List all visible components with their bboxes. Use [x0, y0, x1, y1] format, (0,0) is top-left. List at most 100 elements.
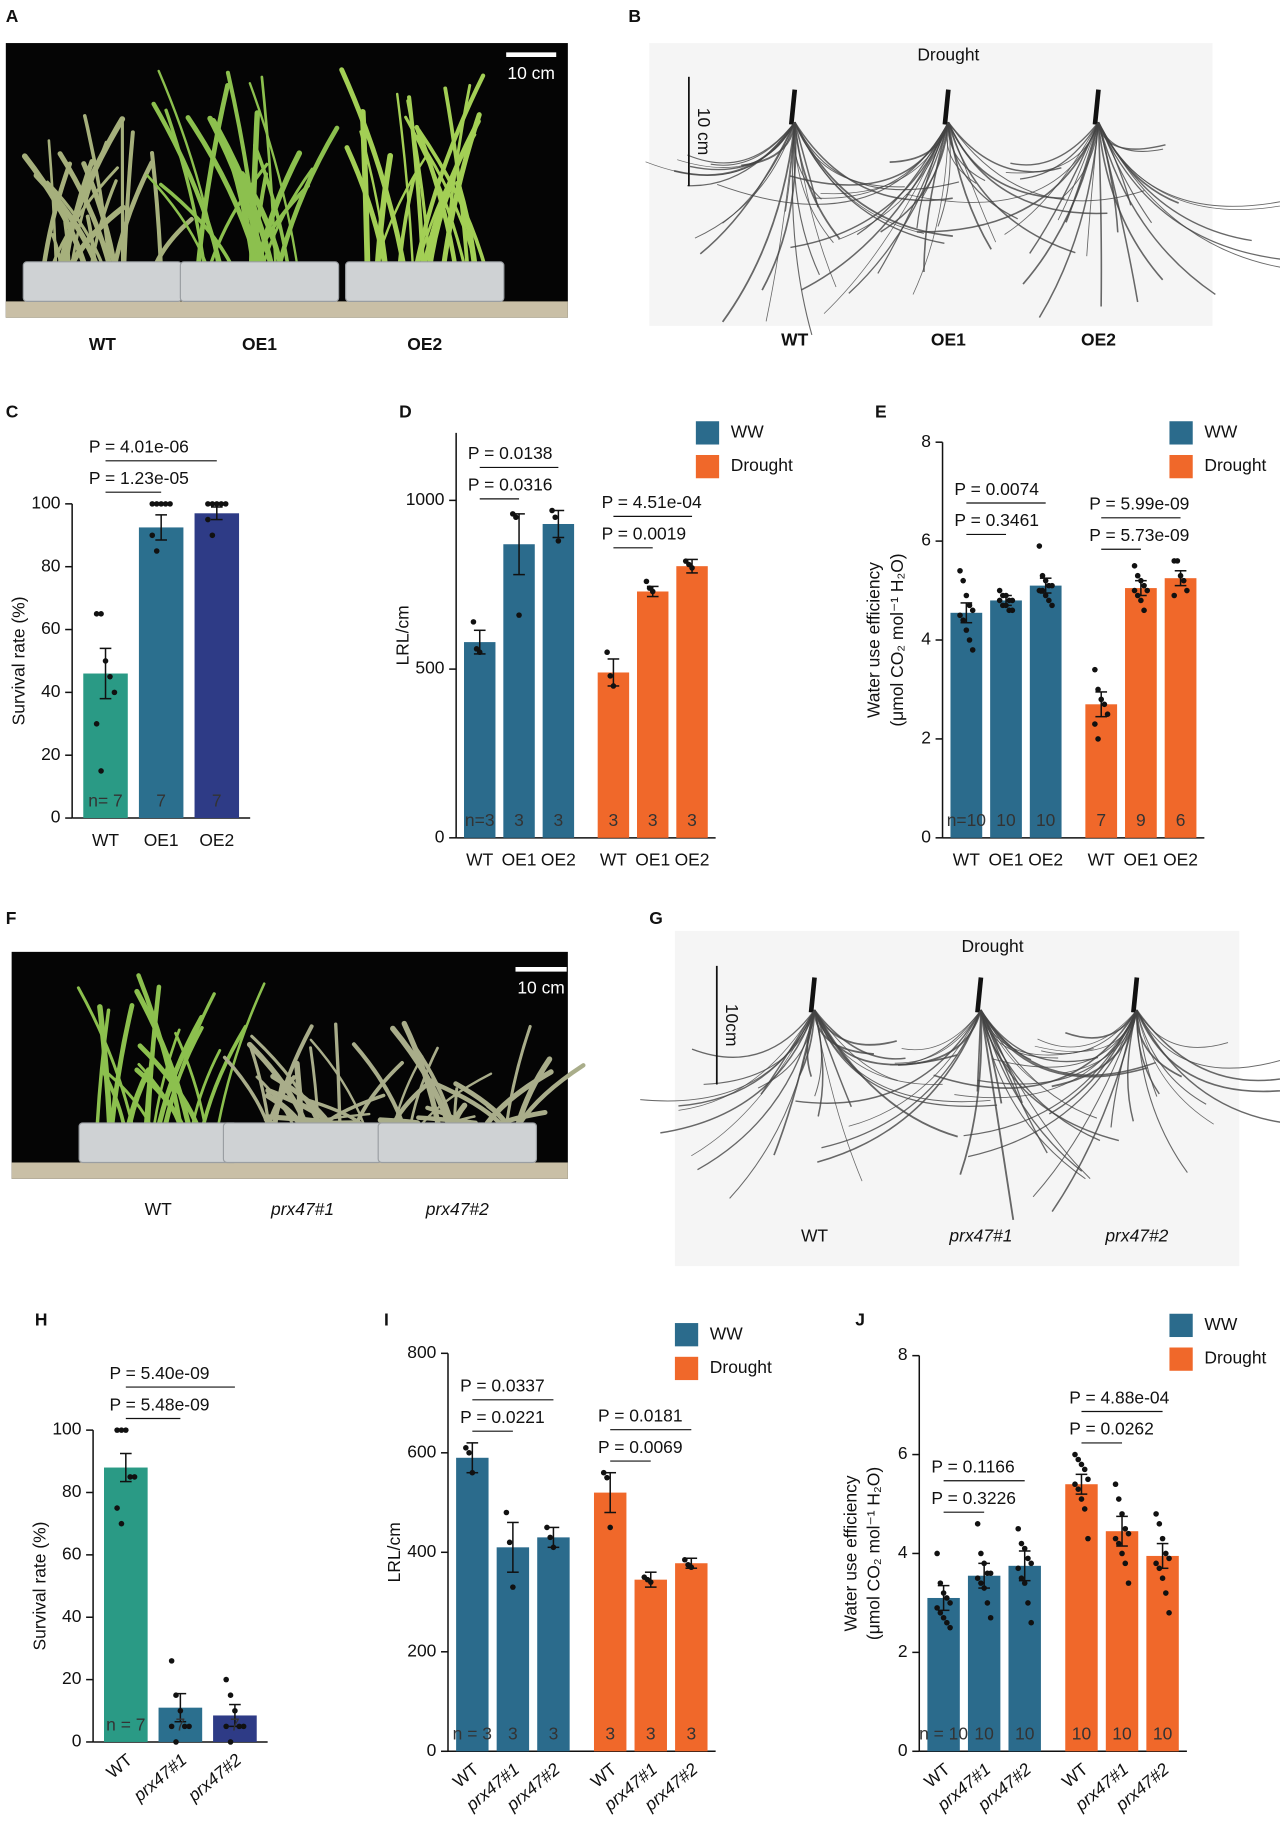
- y-tick-label: 8: [921, 431, 931, 451]
- data-point: [158, 501, 164, 507]
- data-point: [223, 1676, 229, 1683]
- data-point: [1104, 711, 1111, 717]
- data-point: [547, 1534, 553, 1541]
- data-point: [940, 1614, 947, 1621]
- plant-leaf: [58, 116, 126, 265]
- x-tick-label: WT: [102, 1749, 136, 1782]
- root: [933, 1009, 1138, 1089]
- data-point: [974, 1575, 981, 1581]
- data-point: [1092, 666, 1098, 673]
- n-label: 10: [1036, 810, 1056, 830]
- plant-leaf: [409, 1046, 439, 1125]
- plant-leaf: [431, 1080, 502, 1126]
- photo-background: [649, 43, 1213, 326]
- data-point: [209, 532, 216, 539]
- root: [697, 1009, 816, 1171]
- panel-letter: E: [875, 402, 887, 422]
- plant-leaf: [145, 173, 207, 264]
- y-tick-label: 20: [62, 1668, 82, 1688]
- root: [678, 1009, 816, 1107]
- data-point: [1081, 1506, 1088, 1512]
- root: [1136, 1009, 1280, 1123]
- x-tick-label: OE2: [541, 850, 576, 870]
- data-point: [168, 1723, 175, 1730]
- data-point: [236, 1723, 243, 1730]
- scale-label: 10cm: [722, 1004, 742, 1047]
- root: [980, 1009, 1098, 1119]
- legend-label: Drought: [1204, 455, 1266, 475]
- root: [793, 122, 841, 240]
- data-point: [111, 689, 118, 696]
- data-point: [934, 1605, 940, 1611]
- y-tick-label: 200: [407, 1640, 436, 1660]
- data-point: [1156, 1520, 1163, 1527]
- n-label: 10: [974, 1724, 994, 1744]
- data-point: [1184, 587, 1190, 594]
- bar: [138, 527, 184, 819]
- data-point: [102, 658, 109, 664]
- data-point: [966, 637, 973, 643]
- plant-leaf: [122, 130, 135, 264]
- legend-swatch: [695, 421, 720, 445]
- root: [823, 122, 949, 314]
- n-label: 3: [609, 810, 619, 830]
- data-point: [1036, 543, 1043, 549]
- data-point: [1141, 607, 1147, 614]
- data-point: [510, 1584, 516, 1590]
- plant-leaf: [137, 1043, 199, 1126]
- y-tick-label: 0: [72, 1731, 82, 1751]
- plant-leaf: [355, 1060, 404, 1125]
- y-tick-label: 400: [407, 1541, 436, 1561]
- root: [1110, 1009, 1138, 1128]
- data-point: [996, 587, 1003, 594]
- data-point: [123, 1427, 129, 1433]
- root: [814, 1009, 863, 1182]
- data-point: [1075, 1456, 1082, 1463]
- plant-leaf: [51, 233, 62, 264]
- bar: [950, 612, 983, 838]
- data-point: [1119, 1511, 1125, 1517]
- legend-label: Drought: [1204, 1348, 1266, 1368]
- plant-leaf: [443, 83, 472, 264]
- root: [1136, 1009, 1214, 1125]
- root-stem: [975, 977, 984, 1013]
- p-value-label: P = 0.0316: [468, 475, 553, 495]
- root: [848, 122, 949, 294]
- plant-leaf: [414, 124, 457, 265]
- root: [880, 122, 950, 233]
- data-point: [181, 1723, 188, 1730]
- data-point: [607, 673, 614, 679]
- plant-leaf: [443, 86, 469, 264]
- data-point: [937, 1610, 944, 1616]
- data-point: [947, 1624, 953, 1631]
- data-point: [1177, 572, 1184, 579]
- data-point: [604, 649, 610, 656]
- panel-letter: B: [628, 6, 641, 26]
- data-point: [1115, 1540, 1122, 1547]
- root: [967, 1009, 1138, 1158]
- x-tick-label: OE1: [502, 850, 537, 870]
- plant-leaf: [393, 1055, 424, 1125]
- n-label: 3: [549, 1724, 559, 1744]
- p-value-label: P = 0.0074: [954, 479, 1039, 499]
- data-point: [969, 607, 976, 614]
- bar: [1146, 1555, 1179, 1752]
- scale-label: 10 cm: [694, 108, 714, 156]
- data-point: [516, 612, 522, 618]
- root: [1136, 1009, 1280, 1082]
- plant-leaf: [395, 92, 414, 264]
- data-point: [503, 1509, 510, 1516]
- root: [691, 1009, 816, 1058]
- x-tick-label: OE1: [144, 830, 179, 850]
- p-value-label: P = 0.3461: [954, 510, 1039, 530]
- data-point: [476, 649, 483, 656]
- n-label: 7: [1096, 810, 1106, 830]
- root: [817, 1009, 982, 1163]
- panel-letter: J: [855, 1309, 865, 1329]
- root: [1136, 1009, 1280, 1069]
- data-point: [118, 1427, 125, 1433]
- data-point: [1141, 582, 1147, 589]
- y-tick-label: 80: [41, 555, 61, 575]
- n-label: 7: [156, 790, 166, 810]
- data-point: [1163, 1590, 1169, 1596]
